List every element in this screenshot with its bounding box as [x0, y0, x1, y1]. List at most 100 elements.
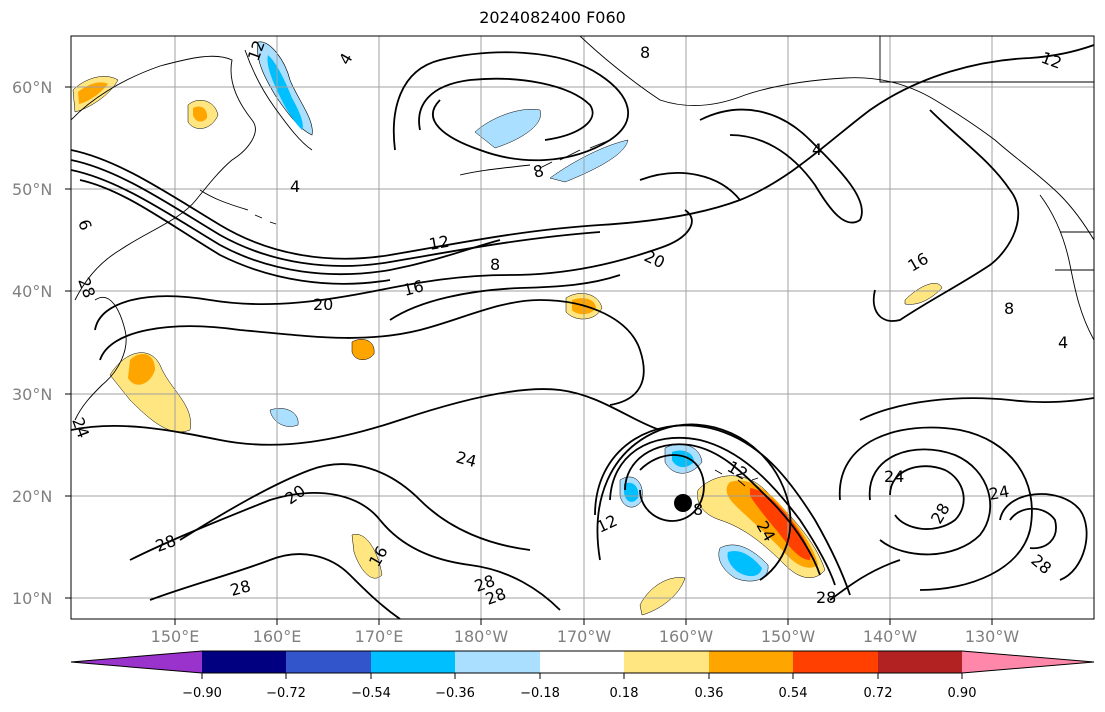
colorbar-segment — [455, 651, 540, 673]
contour-label: 6 — [74, 217, 95, 233]
lon-label-150e: 150°E — [150, 627, 200, 646]
contour-east-high-3 — [839, 426, 1033, 591]
contour-20-mid — [99, 299, 645, 406]
colorbar — [70, 650, 1095, 679]
shade-red-band — [750, 488, 811, 560]
storm-center-marker — [674, 494, 692, 512]
contour-label: 16 — [401, 276, 426, 300]
colorbar-extend-low — [71, 651, 202, 673]
contour-label: 12 — [427, 232, 450, 254]
contour-north-inner — [418, 77, 594, 141]
shade-blue-aleutian — [549, 139, 629, 183]
contour-28-sw — [149, 553, 401, 619]
colorbar-tick-label: −0.90 — [182, 686, 222, 701]
colorbar-segment — [624, 651, 709, 673]
contour-label: 8 — [490, 255, 500, 274]
contour-label-layer: 12 4 4 8 4 12 12 16 8 20 20 16 8 4 24 24… — [68, 38, 1068, 609]
colorbar-segment — [371, 651, 456, 673]
contour-label: 8 — [640, 43, 650, 62]
contour-label: 4 — [1058, 333, 1068, 352]
contour-label: 4 — [335, 50, 357, 68]
colorbar-tick-label: −0.36 — [435, 686, 475, 701]
shade-blue-bering — [474, 108, 541, 149]
contour-label: 20 — [313, 295, 333, 314]
shade-cyan-storm4 — [624, 482, 639, 502]
contour-16 — [389, 274, 621, 321]
graticule — [71, 36, 1094, 619]
contour-storm-3 — [609, 436, 836, 586]
lon-label-170e: 170°E — [354, 627, 404, 646]
contour-jet-2 — [71, 159, 601, 267]
contour-east-trough — [699, 108, 863, 224]
coastlines — [71, 36, 1094, 487]
contour-label: 24 — [884, 467, 904, 486]
lat-label-60n: 60°N — [12, 78, 53, 97]
contour-label: 20 — [641, 246, 667, 272]
shade-orange-mid2 — [351, 339, 375, 360]
colorbar-segment — [286, 651, 371, 673]
lon-label-160e: 160°E — [252, 627, 302, 646]
shade-yellow-sw1 — [351, 534, 383, 579]
shade-orange-okhotsk-core — [193, 106, 208, 122]
contour-east-large — [639, 109, 1020, 322]
colorbar-tick-label: −0.54 — [351, 686, 391, 701]
contour-label: 8 — [1004, 299, 1014, 318]
map-area — [71, 36, 1094, 619]
shade-cyan-storm-south — [727, 550, 762, 577]
shading-layer — [72, 41, 943, 616]
contour-label: 24 — [987, 482, 1010, 504]
contour-storm-2 — [624, 443, 821, 576]
contour-label: 8 — [531, 161, 546, 182]
map-frame — [70, 35, 1095, 620]
coast-asia-east — [71, 55, 256, 301]
contour-east-high-1 — [889, 465, 965, 530]
coast-kamchatka — [244, 49, 313, 151]
lon-label-170w: 170°W — [556, 627, 612, 646]
contour-label: 28 — [74, 275, 99, 301]
shade-yellow-east — [904, 283, 943, 305]
lat-label-50n: 50°N — [12, 180, 53, 199]
contour-jet-1 — [71, 44, 1094, 260]
coast-kuril — [199, 189, 277, 225]
contour-label: 24 — [454, 448, 479, 472]
contour-label: 28 — [228, 576, 253, 600]
colorbar-tick-label: −0.18 — [520, 686, 560, 701]
contour-jet-3 — [71, 169, 501, 276]
colorbar-tick-label: 0.36 — [694, 686, 724, 701]
contour-label: 4 — [290, 177, 300, 196]
shade-orange-japan — [128, 354, 155, 385]
lat-label-40n: 40°N — [12, 282, 53, 301]
contour-label: 12 — [1039, 48, 1065, 73]
lat-label-10n: 10°N — [12, 589, 53, 608]
contour-east-far — [999, 493, 1088, 581]
coast-na-border — [1055, 231, 1094, 271]
shade-blue-sw — [269, 408, 299, 427]
contour-24-central — [71, 388, 661, 446]
lat-label-30n: 30°N — [12, 385, 53, 404]
contour-lines — [71, 44, 1094, 619]
contour-label: 20 — [281, 481, 309, 508]
shade-cyan-kamchatka — [267, 55, 303, 130]
contour-24-east — [829, 397, 1094, 601]
contour-20-west — [94, 209, 693, 331]
colorbar-segment — [878, 651, 963, 673]
contour-20-sw — [179, 463, 531, 551]
contour-east-high-2 — [868, 448, 992, 556]
colorbar-tick-label: 0.90 — [947, 686, 977, 701]
contour-label: 4 — [812, 140, 822, 159]
lon-label-140w: 140°W — [862, 627, 918, 646]
coast-alaska — [579, 36, 1094, 241]
coast-japan — [74, 297, 127, 421]
colorbar-segment — [540, 651, 625, 673]
colorbar-segment — [793, 651, 878, 673]
coast-hawaii — [714, 469, 759, 487]
contour-label: 8 — [693, 500, 703, 519]
colorbar-tick-label: 0.18 — [609, 686, 639, 701]
lon-label-160w: 160°W — [658, 627, 714, 646]
lon-label-180w: 180°W — [453, 627, 509, 646]
coast-aleutian — [459, 139, 611, 176]
colorbar-tick-label: 0.72 — [863, 686, 893, 701]
axis-ticks — [65, 86, 993, 625]
coast-alaska-interior — [879, 36, 1094, 83]
